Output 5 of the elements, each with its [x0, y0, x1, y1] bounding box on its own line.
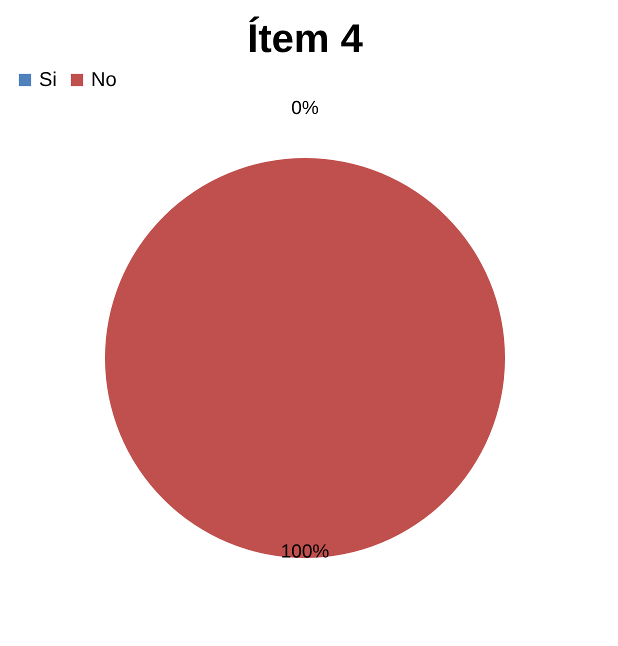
chart-title: Ítem 4: [247, 16, 364, 61]
text: 0%: [291, 98, 319, 119]
data-label: 100%: [280, 542, 330, 563]
legend-label: No: [91, 69, 117, 91]
legend-label: Si: [39, 69, 57, 91]
